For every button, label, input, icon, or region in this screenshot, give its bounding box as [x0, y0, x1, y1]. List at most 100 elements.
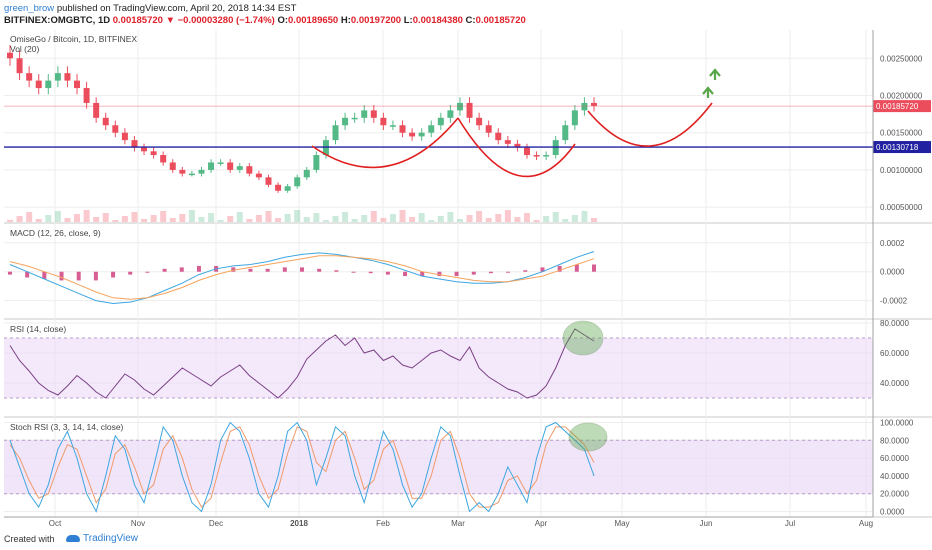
price-tick-label: 60.0000: [880, 454, 909, 463]
candle-body[interactable]: [342, 117, 349, 126]
price-pane[interactable]: 0.00185720 0.00130718: [4, 45, 931, 222]
time-tick-label: Mar: [451, 519, 465, 528]
volume-bar: [399, 210, 406, 222]
candle-body[interactable]: [54, 73, 61, 81]
price-tag-label: 0.00185720: [876, 102, 919, 111]
candle-body[interactable]: [571, 110, 578, 126]
candle-body[interactable]: [160, 155, 167, 163]
candle-body[interactable]: [313, 155, 320, 170]
candle-body[interactable]: [581, 102, 588, 111]
candle-body[interactable]: [370, 110, 377, 118]
candle-body[interactable]: [83, 88, 90, 103]
rsi-pane[interactable]: [4, 320, 873, 399]
candle-body[interactable]: [16, 58, 23, 74]
candle-body[interactable]: [476, 117, 483, 126]
cup-curve-2[interactable]: [457, 117, 576, 178]
candle-body[interactable]: [227, 162, 234, 170]
volume-bar: [533, 220, 540, 222]
candle-body[interactable]: [514, 143, 521, 148]
candle-body[interactable]: [562, 125, 569, 141]
candle-body[interactable]: [294, 177, 301, 187]
stoch-rsi-pane[interactable]: [4, 421, 873, 513]
candle-body[interactable]: [121, 132, 128, 141]
volume-bar: [64, 218, 71, 222]
price-tick-label: 0.00100000: [880, 166, 923, 175]
candle-body[interactable]: [418, 132, 425, 137]
macd-signal-line[interactable]: [9, 255, 595, 300]
chart-canvas[interactable]: 0.00185720 0.00130718 Oct Nov Dec 2018 Feb Mar…: [0, 0, 932, 530]
candle-body[interactable]: [7, 52, 13, 59]
candle-body[interactable]: [35, 80, 42, 89]
candle-body[interactable]: [217, 162, 224, 164]
candle-body[interactable]: [26, 73, 33, 81]
candle-body[interactable]: [428, 125, 435, 133]
tradingview-logo[interactable]: TradingView: [66, 533, 138, 544]
candle-body[interactable]: [361, 110, 368, 118]
rsi-band: [4, 338, 873, 398]
candle-body[interactable]: [198, 169, 205, 174]
candle-body[interactable]: [523, 147, 530, 156]
candle-body[interactable]: [380, 117, 387, 126]
candle-body[interactable]: [188, 173, 195, 176]
candle-body[interactable]: [389, 125, 396, 127]
candle-body[interactable]: [543, 155, 550, 157]
candle-body[interactable]: [303, 169, 310, 178]
candle-body[interactable]: [495, 132, 502, 141]
open-label: O:: [277, 15, 289, 26]
candle-body[interactable]: [399, 125, 406, 133]
cup-curve-1[interactable]: [311, 117, 459, 169]
candle-body[interactable]: [169, 162, 176, 170]
volume-bar: [313, 213, 320, 222]
stoch-d-line[interactable]: [9, 426, 595, 508]
candle-body[interactable]: [409, 132, 416, 137]
candle-body[interactable]: [504, 140, 511, 144]
candle-body[interactable]: [179, 169, 186, 174]
macd-histogram-bar: [437, 271, 442, 277]
candle-body[interactable]: [437, 117, 444, 126]
candle-body[interactable]: [351, 117, 358, 120]
volume-bar: [275, 218, 282, 222]
volume-bar: [35, 219, 42, 222]
price-tick-label: 80.0000: [880, 319, 909, 328]
candle-body[interactable]: [64, 73, 71, 81]
macd-histogram-bar: [557, 265, 562, 272]
rsi-line[interactable]: [9, 328, 595, 399]
candle-body[interactable]: [131, 140, 138, 148]
projected-curve[interactable]: [587, 102, 713, 147]
candle-body[interactable]: [236, 166, 243, 170]
macd-histogram-bar: [76, 271, 81, 281]
volume-bar: [485, 218, 492, 222]
candle-body[interactable]: [284, 186, 291, 191]
candle-body[interactable]: [141, 147, 148, 152]
candle-body[interactable]: [275, 184, 282, 191]
candle-body[interactable]: [332, 125, 339, 141]
time-tick-label: Jul: [785, 519, 795, 528]
candle-body[interactable]: [112, 125, 119, 133]
candle-body[interactable]: [265, 177, 272, 185]
up-arrow-icon[interactable]: [709, 68, 721, 80]
candle-body[interactable]: [456, 102, 463, 111]
stoch-k-line[interactable]: [9, 421, 595, 513]
candle-body[interactable]: [150, 151, 157, 156]
stoch-highlight-ellipse[interactable]: [568, 422, 608, 452]
rsi-highlight-ellipse[interactable]: [562, 320, 604, 356]
candle-body[interactable]: [466, 102, 473, 118]
candle-body[interactable]: [93, 102, 100, 118]
candle-body[interactable]: [447, 110, 454, 118]
macd-pane[interactable]: [8, 251, 596, 305]
candle-body[interactable]: [208, 162, 215, 170]
candle-body[interactable]: [533, 155, 540, 157]
candle-body[interactable]: [591, 102, 597, 106]
pane-labels: OmiseGo / Bitcoin, 1D, BITFINEX MACD (12,…: [10, 34, 137, 432]
username-link[interactable]: green_brow: [4, 3, 55, 14]
candle-body[interactable]: [485, 125, 492, 133]
up-arrow-icon[interactable]: [702, 86, 714, 98]
candle-body[interactable]: [246, 166, 253, 174]
candle-body[interactable]: [102, 117, 109, 126]
macd-line[interactable]: [9, 251, 595, 305]
candle-body[interactable]: [255, 173, 262, 178]
candle-body[interactable]: [45, 80, 52, 89]
time-tick-label: Feb: [376, 519, 390, 528]
pane-title: OmiseGo / Bitcoin, 1D, BITFINEX: [10, 34, 137, 44]
candle-body[interactable]: [74, 80, 81, 89]
